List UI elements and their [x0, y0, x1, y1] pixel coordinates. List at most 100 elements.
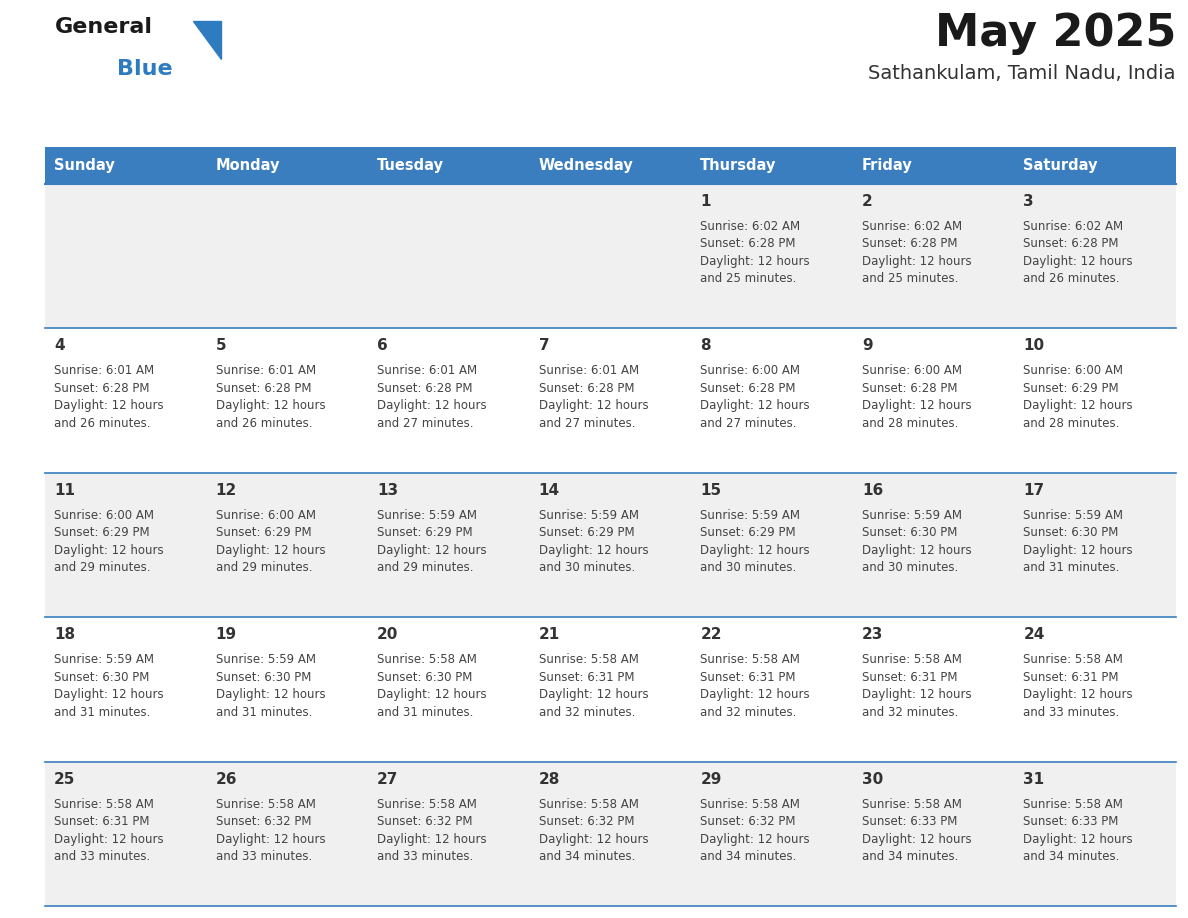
Text: Daylight: 12 hours: Daylight: 12 hours — [861, 399, 972, 412]
Text: and 33 minutes.: and 33 minutes. — [215, 850, 311, 863]
Text: 22: 22 — [700, 627, 722, 643]
Text: 7: 7 — [538, 339, 549, 353]
Text: 14: 14 — [538, 483, 560, 498]
Text: Daylight: 12 hours: Daylight: 12 hours — [377, 833, 487, 845]
Text: and 33 minutes.: and 33 minutes. — [53, 850, 150, 863]
Text: 2: 2 — [861, 194, 873, 209]
Text: 31: 31 — [1023, 772, 1044, 787]
Text: Daylight: 12 hours: Daylight: 12 hours — [215, 399, 326, 412]
Text: Monday: Monday — [215, 158, 280, 173]
Text: Sunset: 6:33 PM: Sunset: 6:33 PM — [1023, 815, 1119, 828]
Text: Sunrise: 5:58 AM: Sunrise: 5:58 AM — [1023, 654, 1124, 666]
Text: and 28 minutes.: and 28 minutes. — [1023, 417, 1120, 430]
Text: Sunrise: 5:59 AM: Sunrise: 5:59 AM — [861, 509, 962, 521]
Text: 26: 26 — [215, 772, 238, 787]
Text: Daylight: 12 hours: Daylight: 12 hours — [215, 688, 326, 701]
Text: Daylight: 12 hours: Daylight: 12 hours — [538, 399, 649, 412]
Text: Sunset: 6:30 PM: Sunset: 6:30 PM — [215, 671, 311, 684]
Text: Sunset: 6:29 PM: Sunset: 6:29 PM — [53, 526, 150, 539]
Text: Daylight: 12 hours: Daylight: 12 hours — [700, 688, 810, 701]
Text: Daylight: 12 hours: Daylight: 12 hours — [538, 688, 649, 701]
Text: Sunset: 6:32 PM: Sunset: 6:32 PM — [215, 815, 311, 828]
Text: and 33 minutes.: and 33 minutes. — [377, 850, 473, 863]
Text: Sunrise: 6:01 AM: Sunrise: 6:01 AM — [215, 364, 316, 377]
Text: Sunset: 6:28 PM: Sunset: 6:28 PM — [538, 382, 634, 395]
Text: Sunset: 6:29 PM: Sunset: 6:29 PM — [538, 526, 634, 539]
Text: Sunset: 6:29 PM: Sunset: 6:29 PM — [215, 526, 311, 539]
Text: Sunset: 6:28 PM: Sunset: 6:28 PM — [700, 382, 796, 395]
Text: Sunrise: 6:01 AM: Sunrise: 6:01 AM — [53, 364, 154, 377]
Text: Sunrise: 5:58 AM: Sunrise: 5:58 AM — [215, 798, 316, 811]
Text: Daylight: 12 hours: Daylight: 12 hours — [53, 833, 164, 845]
Text: Daylight: 12 hours: Daylight: 12 hours — [861, 833, 972, 845]
Text: Sunset: 6:31 PM: Sunset: 6:31 PM — [1023, 671, 1119, 684]
Text: and 29 minutes.: and 29 minutes. — [377, 561, 474, 575]
Text: 21: 21 — [538, 627, 560, 643]
Text: and 29 minutes.: and 29 minutes. — [53, 561, 151, 575]
Text: Sunrise: 5:58 AM: Sunrise: 5:58 AM — [377, 798, 478, 811]
Text: Daylight: 12 hours: Daylight: 12 hours — [700, 399, 810, 412]
Text: Sunrise: 6:00 AM: Sunrise: 6:00 AM — [861, 364, 962, 377]
Text: Sunset: 6:28 PM: Sunset: 6:28 PM — [861, 238, 958, 251]
Text: Daylight: 12 hours: Daylight: 12 hours — [861, 255, 972, 268]
Text: Daylight: 12 hours: Daylight: 12 hours — [53, 399, 164, 412]
Text: Sunrise: 5:58 AM: Sunrise: 5:58 AM — [700, 654, 801, 666]
Bar — [45, 147, 207, 184]
Text: Sunset: 6:28 PM: Sunset: 6:28 PM — [53, 382, 150, 395]
Bar — [691, 147, 853, 184]
Text: 13: 13 — [377, 483, 398, 498]
Text: and 31 minutes.: and 31 minutes. — [377, 706, 474, 719]
Bar — [45, 184, 1176, 329]
Text: 25: 25 — [53, 772, 75, 787]
Text: 15: 15 — [700, 483, 721, 498]
Text: Sunset: 6:33 PM: Sunset: 6:33 PM — [861, 815, 958, 828]
Text: Daylight: 12 hours: Daylight: 12 hours — [538, 833, 649, 845]
Text: Sunrise: 5:59 AM: Sunrise: 5:59 AM — [53, 654, 154, 666]
Text: Sunrise: 5:59 AM: Sunrise: 5:59 AM — [377, 509, 478, 521]
Text: Sunrise: 5:58 AM: Sunrise: 5:58 AM — [700, 798, 801, 811]
Text: Sunset: 6:32 PM: Sunset: 6:32 PM — [377, 815, 473, 828]
Text: 20: 20 — [377, 627, 398, 643]
Text: Daylight: 12 hours: Daylight: 12 hours — [700, 833, 810, 845]
Text: Sunrise: 5:59 AM: Sunrise: 5:59 AM — [215, 654, 316, 666]
Text: and 31 minutes.: and 31 minutes. — [215, 706, 312, 719]
Text: and 34 minutes.: and 34 minutes. — [1023, 850, 1120, 863]
Text: Sunset: 6:29 PM: Sunset: 6:29 PM — [1023, 382, 1119, 395]
Text: and 27 minutes.: and 27 minutes. — [700, 417, 797, 430]
Text: Sunrise: 6:02 AM: Sunrise: 6:02 AM — [861, 220, 962, 233]
Text: 9: 9 — [861, 339, 872, 353]
Text: Daylight: 12 hours: Daylight: 12 hours — [377, 688, 487, 701]
Text: Sathankulam, Tamil Nadu, India: Sathankulam, Tamil Nadu, India — [868, 64, 1176, 83]
Text: Sunrise: 5:58 AM: Sunrise: 5:58 AM — [538, 798, 639, 811]
Text: and 25 minutes.: and 25 minutes. — [861, 273, 959, 285]
Text: and 26 minutes.: and 26 minutes. — [215, 417, 312, 430]
Text: 10: 10 — [1023, 339, 1044, 353]
Text: Thursday: Thursday — [700, 158, 777, 173]
Text: 4: 4 — [53, 339, 64, 353]
Text: 19: 19 — [215, 627, 236, 643]
Text: 18: 18 — [53, 627, 75, 643]
Text: Sunrise: 5:58 AM: Sunrise: 5:58 AM — [538, 654, 639, 666]
Text: Sunrise: 5:58 AM: Sunrise: 5:58 AM — [861, 798, 962, 811]
Bar — [45, 473, 1176, 617]
Text: Sunset: 6:29 PM: Sunset: 6:29 PM — [377, 526, 473, 539]
Text: 17: 17 — [1023, 483, 1044, 498]
Text: Sunset: 6:28 PM: Sunset: 6:28 PM — [377, 382, 473, 395]
Text: Sunrise: 5:58 AM: Sunrise: 5:58 AM — [861, 654, 962, 666]
Text: 8: 8 — [700, 339, 710, 353]
Text: Sunrise: 5:58 AM: Sunrise: 5:58 AM — [53, 798, 154, 811]
Text: and 31 minutes.: and 31 minutes. — [53, 706, 151, 719]
Text: and 34 minutes.: and 34 minutes. — [538, 850, 636, 863]
Bar — [368, 147, 530, 184]
Text: and 26 minutes.: and 26 minutes. — [1023, 273, 1120, 285]
Text: Sunrise: 6:01 AM: Sunrise: 6:01 AM — [538, 364, 639, 377]
Text: Sunset: 6:31 PM: Sunset: 6:31 PM — [700, 671, 796, 684]
Text: Sunrise: 5:58 AM: Sunrise: 5:58 AM — [1023, 798, 1124, 811]
Text: and 30 minutes.: and 30 minutes. — [700, 561, 796, 575]
Text: 1: 1 — [700, 194, 710, 209]
Bar — [45, 762, 1176, 906]
Text: Sunday: Sunday — [53, 158, 115, 173]
Text: Sunrise: 6:00 AM: Sunrise: 6:00 AM — [1023, 364, 1124, 377]
Text: 3: 3 — [1023, 194, 1034, 209]
Text: Sunset: 6:31 PM: Sunset: 6:31 PM — [861, 671, 958, 684]
